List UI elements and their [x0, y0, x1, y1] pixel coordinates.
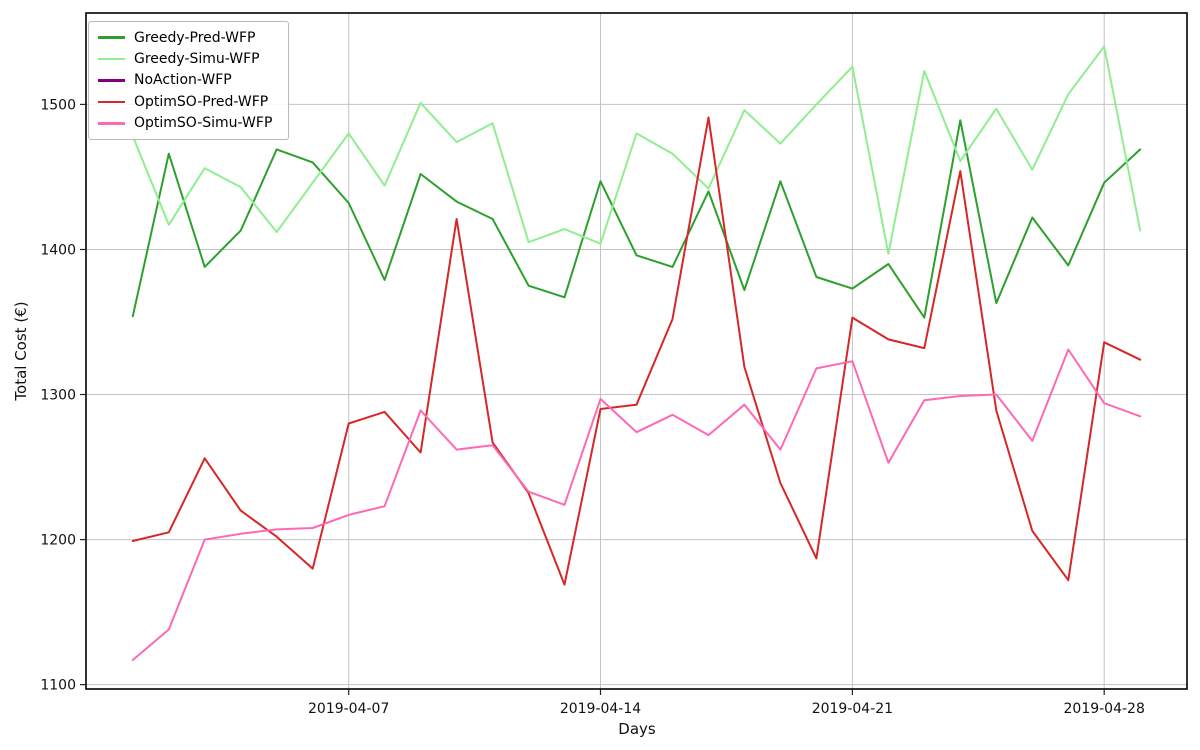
series-line-Greedy-Simu-WFP [131, 45, 1142, 255]
y-tick-label: 1300 [40, 388, 76, 404]
series-line-OptimSO-Pred-WFP [131, 116, 1142, 586]
y-axis-label: Total Cost (€) [12, 301, 30, 401]
y-tick-label: 1400 [40, 243, 76, 259]
legend-item-optimso-pred: OptimSO-Pred-WFP [98, 91, 272, 112]
legend-item-optimso-simu: OptimSO-Simu-WFP [98, 113, 272, 134]
plot-border [85, 12, 1188, 690]
x-axis-label: Days [618, 720, 656, 738]
legend-line-sample [98, 121, 125, 125]
y-tick-label: 1500 [40, 97, 76, 113]
series-line-Greedy-Pred-WFP [131, 119, 1142, 319]
y-tick-label: 1200 [40, 533, 76, 549]
y-tick-label: 1100 [40, 678, 76, 694]
x-tick-label: 2019-04-21 [812, 701, 893, 717]
x-tick-label: 2019-04-14 [560, 701, 641, 717]
legend-label: OptimSO-Pred-WFP [134, 93, 269, 110]
legend: Greedy-Pred-WFP Greedy-Simu-WFP NoAction… [88, 21, 290, 140]
series-line-OptimSO-Simu-WFP [131, 348, 1142, 661]
legend-label: OptimSO-Simu-WFP [134, 115, 273, 132]
legend-label: Greedy-Pred-WFP [134, 29, 256, 46]
legend-item-noaction: NoAction-WFP [98, 70, 272, 91]
x-tick-label: 2019-04-28 [1064, 701, 1145, 717]
legend-label: NoAction-WFP [134, 72, 232, 89]
legend-item-greedy-simu: Greedy-Simu-WFP [98, 48, 272, 69]
legend-label: Greedy-Simu-WFP [134, 51, 260, 68]
legend-line-sample [98, 100, 125, 104]
legend-line-sample [98, 36, 125, 39]
legend-line-sample [98, 57, 125, 61]
legend-item-greedy-pred: Greedy-Pred-WFP [98, 27, 272, 48]
x-tick-label: 2019-04-07 [308, 701, 389, 717]
legend-line-sample [98, 79, 125, 82]
